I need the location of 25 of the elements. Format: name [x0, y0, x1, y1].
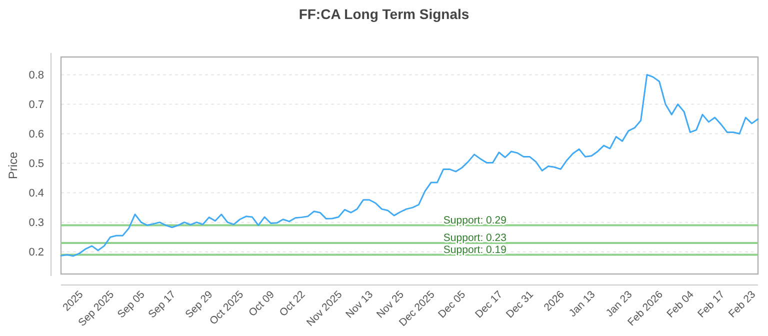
ref-line-label: Support: 0.29 — [443, 214, 507, 226]
y-tick-label: 0.2 — [28, 246, 44, 259]
x-tick-label: Dec 17 — [473, 288, 506, 321]
x-tick-label: Jan 13 — [566, 288, 598, 320]
x-tick-label: Dec 05 — [436, 288, 468, 321]
x-tick-label: Dec 31 — [504, 288, 536, 321]
x-tick-label: Sep 17 — [146, 288, 178, 321]
x-tick-label: Feb 04 — [664, 288, 696, 320]
line-series — [60, 74, 759, 257]
x-tick-label: Nov 13 — [344, 288, 376, 321]
y-tick-label: 0.6 — [28, 128, 44, 141]
y-tick-label: 0.7 — [28, 99, 44, 112]
x-tick-label: Feb 23 — [726, 288, 758, 320]
x-tick-label: Sep 05 — [115, 288, 148, 321]
y-axis-title: Price — [6, 152, 20, 180]
y-tick-label: 0.4 — [28, 188, 44, 200]
y-tick-label: 0.5 — [28, 158, 44, 170]
x-tick-label: Feb 17 — [696, 288, 728, 320]
chart-title: FF:CA Long Term Signals — [298, 6, 470, 22]
y-tick-label: 0.3 — [28, 217, 44, 230]
y-tick-label: 0.8 — [28, 70, 44, 82]
x-tick-label: Oct 22 — [277, 288, 308, 319]
x-tick-label: Oct 09 — [246, 288, 277, 319]
ref-line-label: Support: 0.23 — [443, 232, 507, 244]
ref-line-label: Support: 0.19 — [443, 244, 507, 256]
